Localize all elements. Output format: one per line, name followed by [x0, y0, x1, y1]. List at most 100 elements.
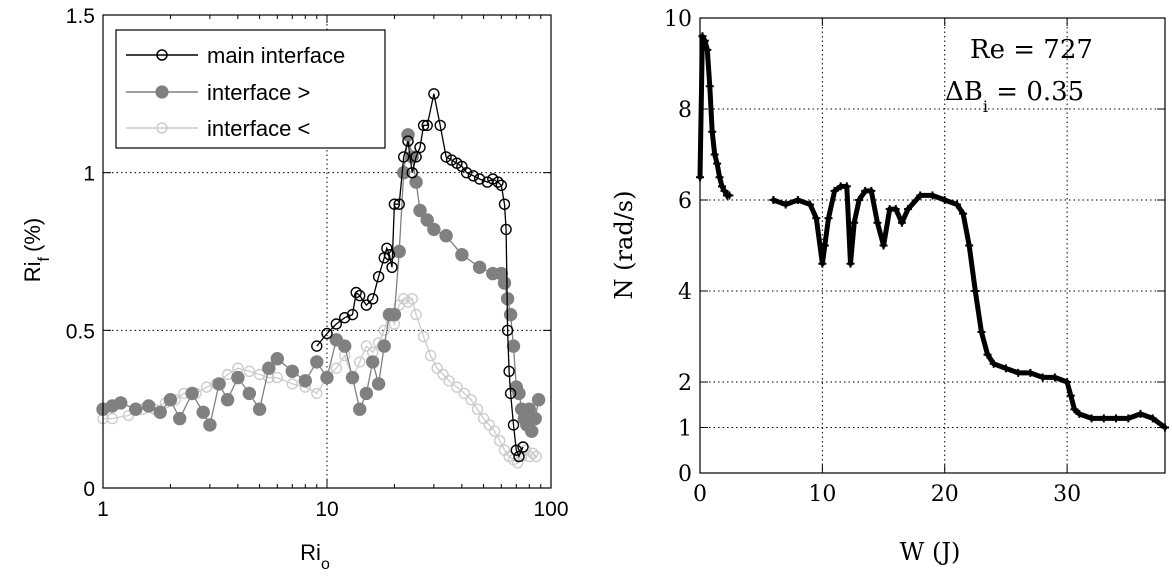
data-point [458, 387, 470, 400]
data-point [806, 200, 815, 209]
data-point [1001, 364, 1010, 373]
data-point [494, 435, 506, 447]
data-point [141, 399, 156, 413]
data-point [437, 368, 449, 381]
data-point [916, 191, 925, 200]
data-point [270, 352, 284, 366]
data-point [527, 447, 539, 459]
data-point [506, 339, 521, 353]
data-point [781, 200, 790, 209]
data-point [879, 241, 888, 250]
data-point [842, 182, 851, 191]
data-point [163, 393, 178, 407]
data-point [473, 173, 486, 185]
legend-label-less: interface < [207, 116, 310, 141]
data-point [271, 371, 283, 384]
data-point [252, 402, 267, 416]
data-point [371, 377, 386, 391]
data-point [360, 340, 373, 352]
y-tick-label: 0 [678, 462, 692, 487]
data-point [769, 196, 778, 204]
data-point [500, 223, 512, 236]
data-point [855, 196, 864, 204]
data-point [434, 119, 446, 132]
data-point [818, 259, 827, 268]
data-point [517, 441, 529, 453]
data-point [397, 165, 411, 180]
data-point [285, 364, 299, 378]
data-point [421, 119, 433, 132]
legend-item-greater: interface > [126, 80, 310, 105]
data-point [488, 425, 501, 437]
data-point [708, 127, 717, 136]
legend-label-main: main interface [207, 43, 345, 68]
legend-item-main: main interface [126, 43, 345, 68]
data-point [1112, 414, 1121, 423]
data-point [128, 402, 143, 416]
data-point [439, 228, 453, 243]
plot-area-right [700, 18, 1165, 473]
data-point [350, 286, 362, 299]
data-point [867, 186, 876, 195]
data-point [519, 444, 532, 456]
annotation-re: Re = 727 [970, 35, 1093, 65]
data-point [367, 293, 379, 305]
data-point [428, 88, 440, 100]
data-point [417, 330, 430, 343]
data-point [346, 308, 359, 321]
data-point [388, 198, 401, 210]
data-point [718, 182, 727, 191]
data-point [824, 214, 833, 223]
data-point [472, 260, 487, 274]
data-point [989, 359, 998, 368]
data-point [417, 119, 430, 132]
data-point [1050, 373, 1059, 382]
svg-text:N (rad/s): N (rad/s) [610, 191, 638, 300]
data-point [725, 191, 734, 200]
data-point [185, 386, 199, 401]
data-point [1066, 391, 1075, 400]
x-tick-label: 10 [315, 498, 338, 521]
data-point [1026, 368, 1035, 377]
x-tick-label: 30 [1053, 482, 1081, 507]
data-point [713, 159, 722, 168]
data-point [153, 405, 167, 419]
data-point [262, 361, 276, 375]
legend-item-less: interface < [126, 116, 310, 141]
data-point [386, 261, 398, 273]
data-point [345, 370, 360, 385]
data-point [497, 276, 512, 290]
data-point [492, 176, 504, 188]
data-point [846, 259, 855, 268]
data-point [402, 135, 414, 147]
legend: main interface interface > interface < [115, 29, 386, 149]
series-0 [311, 88, 529, 463]
data-point [398, 151, 410, 163]
data-point [522, 402, 536, 416]
data-point [977, 327, 986, 336]
tick-labels-left: 1 10 100 0 0.5 1 1.5 [66, 5, 569, 521]
data-point [952, 200, 961, 209]
data-point [330, 318, 342, 330]
data-point [1136, 409, 1145, 418]
data-point [354, 289, 366, 302]
data-point [512, 457, 524, 469]
data-point [460, 166, 473, 179]
data-point [377, 339, 391, 353]
data-point [353, 402, 367, 416]
legend-marker-less [156, 122, 168, 134]
x-axis-label-right: W (J) [900, 538, 961, 566]
data-point [455, 247, 469, 262]
chart-n: 0 10 20 30 0 1 2 4 6 8 10 Re = 727 ΔBi = 0.35 W (J… [610, 7, 1169, 566]
data-point [465, 394, 477, 406]
data-point [372, 271, 385, 283]
gridlines-right [700, 18, 1165, 473]
data-point [310, 355, 324, 369]
data-point [471, 403, 484, 415]
y-tick-label: 1 [678, 417, 692, 442]
data-point [1038, 373, 1047, 382]
legend-label-greater: interface > [207, 80, 310, 105]
data-point [477, 412, 490, 425]
data-point [393, 198, 405, 210]
